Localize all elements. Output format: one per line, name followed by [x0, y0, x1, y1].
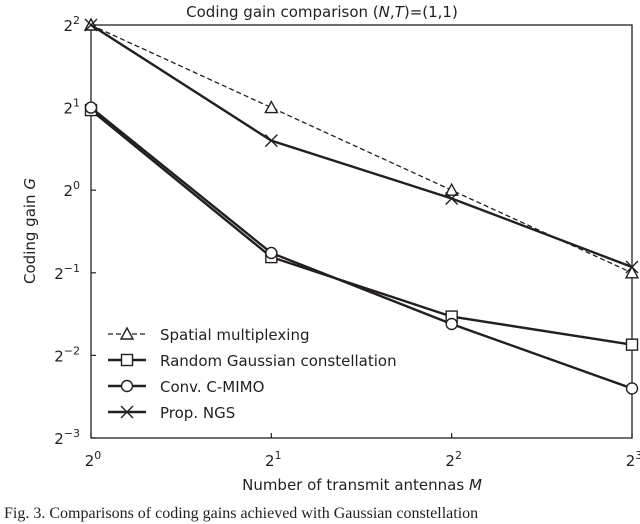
- chart-title: Coding gain comparison (N,T)=(1,1): [186, 3, 458, 21]
- legend: Spatial multiplexing Random Gaussian cons…: [108, 326, 397, 422]
- y-axis-label: Coding gain G: [21, 178, 39, 284]
- data-point: [264, 100, 279, 114]
- legend-item: Spatial multiplexing: [108, 326, 309, 344]
- x-tick-label: 23: [626, 449, 640, 470]
- y-tick-label: 2−2: [54, 344, 80, 365]
- data-point: [444, 182, 459, 196]
- y-tick-label: 20: [63, 179, 80, 200]
- y-tick-label: 22: [63, 14, 80, 35]
- legend-label: Random Gaussian constellation: [160, 352, 397, 370]
- data-point: [625, 338, 639, 351]
- data-point: [84, 101, 98, 114]
- legend-marker: [120, 353, 134, 367]
- data-point: [624, 265, 640, 279]
- x-axis-label: Number of transmit antennas M: [242, 476, 482, 494]
- data-point: [265, 246, 278, 260]
- legend-marker: [120, 405, 134, 419]
- legend-label: Prop. NGS: [160, 404, 235, 422]
- x-tick-label: 22: [445, 449, 462, 470]
- data-point: [625, 260, 639, 274]
- data-point: [264, 134, 278, 148]
- x-tick-label: 21: [265, 449, 282, 470]
- y-tick-label: 2−3: [54, 427, 80, 448]
- series-line: [90, 24, 633, 274]
- data-point: [445, 317, 458, 331]
- series-line: [90, 109, 633, 346]
- series-square: [84, 103, 639, 351]
- series-circle: [84, 101, 639, 395]
- legend-item: Conv. C-MIMO: [108, 378, 264, 396]
- figure-caption: Fig. 3. Comparisons of coding gains achi…: [4, 505, 479, 522]
- legend-marker: [119, 326, 135, 340]
- series-line: [90, 23, 633, 269]
- y-tick-label: 2−1: [54, 262, 80, 283]
- data-point: [84, 18, 98, 32]
- plot-frame: [90, 24, 633, 439]
- legend-marker: [120, 379, 134, 393]
- legend-item: Prop. NGS: [108, 404, 235, 422]
- data-point: [625, 382, 639, 395]
- legend-item: Random Gaussian constellation: [108, 352, 397, 370]
- legend-label: Conv. C-MIMO: [160, 378, 264, 396]
- legend-label: Spatial multiplexing: [160, 326, 309, 344]
- x-tick-label: 20: [85, 449, 102, 470]
- y-tick-label: 21: [63, 97, 80, 118]
- series-line: [90, 106, 633, 390]
- data-point: [445, 191, 459, 205]
- series-x: [84, 18, 639, 274]
